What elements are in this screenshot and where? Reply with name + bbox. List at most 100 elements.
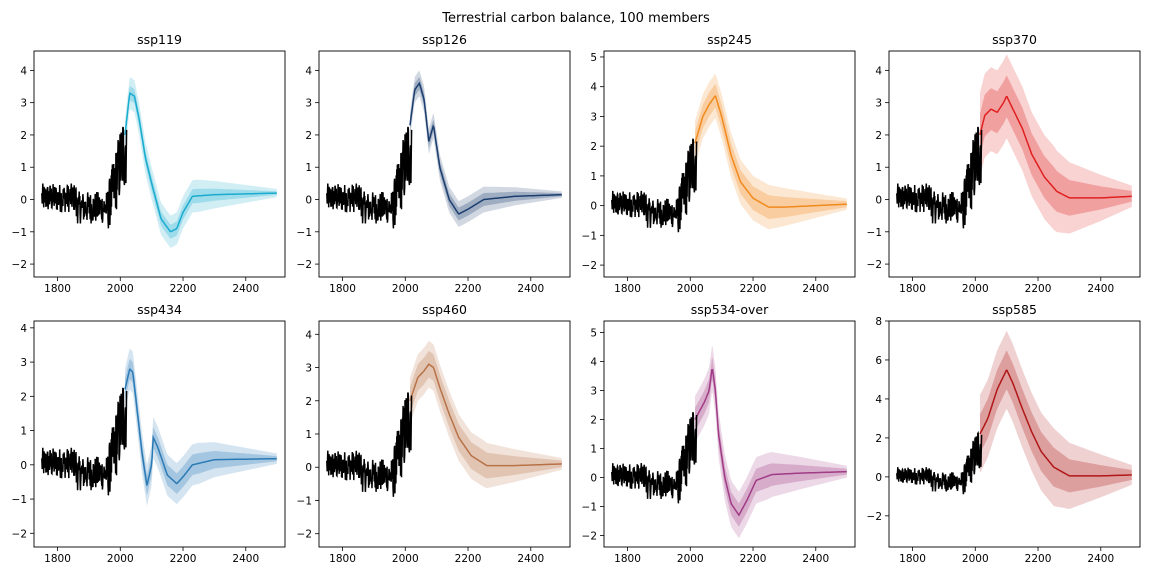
y-tick-label: 0: [875, 472, 882, 484]
y-tick-label: −1: [297, 227, 312, 239]
panel-ssp434: ssp434 1800 2000 2200 2400 −2 −1 0 1 2 3 4: [12, 302, 286, 565]
axes-frame: [33, 320, 286, 548]
x-tick-label: 2000: [107, 283, 134, 295]
y-tick-label: 4: [875, 394, 882, 406]
panel-ssp370: ssp370 1800 2000 2200 2400 −2 −1 0 1 2 3 4: [867, 32, 1141, 295]
x-tick-label: 2000: [392, 553, 419, 565]
panel-title: ssp119: [137, 32, 182, 47]
y-tick-label: −2: [582, 260, 597, 272]
y-tick-label: −1: [582, 501, 597, 513]
panel-ssp245: ssp245 1800 2000 2200 2400 −2 −1 0 1 2 3 4 5: [582, 32, 856, 295]
y-tick-label: −2: [12, 528, 27, 540]
y-tick-label: −2: [867, 259, 882, 271]
x-tick-label: 2200: [1025, 553, 1052, 565]
ensemble-band-inner: [980, 350, 1132, 493]
y-tick-label: −2: [297, 529, 312, 541]
x-tick-label: 2400: [232, 283, 259, 295]
y-tick-label: −2: [12, 259, 27, 271]
x-tick-label: 1800: [329, 283, 356, 295]
y-tick-label: 2: [590, 141, 597, 153]
x-tick-label: 2000: [677, 283, 704, 295]
y-tick-label: 4: [20, 65, 27, 77]
x-tick-label: 1800: [899, 553, 926, 565]
median-line: [124, 91, 277, 233]
y-tick-label: 4: [590, 82, 597, 94]
x-tick-label: 2200: [740, 553, 767, 565]
y-tick-label: 1: [20, 426, 27, 438]
median-line: [694, 95, 847, 208]
y-tick-label: 4: [305, 329, 312, 341]
historical-line: [611, 138, 698, 233]
x-tick-label: 2000: [392, 283, 419, 295]
axes-frame: [603, 320, 856, 548]
panel-ssp585: ssp585 1800 2000 2200 2400 −2 0 2 4 6 8: [867, 302, 1141, 565]
y-tick-label: 3: [590, 111, 597, 123]
x-tick-label: 1800: [614, 553, 641, 565]
ensemble-band-outer: [410, 340, 562, 489]
panel-ssp534-over: ssp534-over 1800 2000 2200 2400 −2 −1 0 1 2 3 4 5: [582, 302, 856, 565]
y-tick-label: 2: [590, 415, 597, 427]
y-tick-label: 2: [305, 130, 312, 142]
median-line: [979, 369, 1132, 477]
y-tick-label: 2: [20, 391, 27, 403]
y-tick-label: −2: [297, 259, 312, 271]
y-tick-label: 3: [305, 363, 312, 375]
y-tick-label: 0: [20, 460, 27, 472]
y-tick-label: 2: [875, 130, 882, 142]
axes-frame: [603, 50, 856, 278]
x-tick-label: 1800: [614, 283, 641, 295]
median-line: [409, 363, 562, 467]
x-tick-label: 2400: [517, 553, 544, 565]
y-tick-label: 0: [305, 195, 312, 207]
y-tick-label: 3: [20, 98, 27, 110]
y-tick-label: −1: [297, 495, 312, 507]
y-tick-label: 1: [875, 162, 882, 174]
median-line: [979, 96, 1132, 199]
y-tick-label: −1: [12, 227, 27, 239]
historical-line: [896, 430, 983, 495]
y-tick-label: 3: [875, 98, 882, 110]
panel-ssp460: ssp460 1800 2000 2200 2400 −2 −1 0 1 2 3 4: [297, 302, 571, 565]
x-tick-label: 1800: [44, 553, 71, 565]
y-tick-label: 4: [875, 65, 882, 77]
axes-frame: [318, 50, 571, 278]
historical-line: [326, 392, 413, 497]
y-tick-label: 1: [590, 171, 597, 183]
x-tick-label: 2200: [170, 553, 197, 565]
ensemble-band-outer: [125, 348, 277, 506]
historical-line: [41, 126, 128, 229]
x-tick-label: 2400: [802, 553, 829, 565]
panel-title: ssp534-over: [691, 302, 769, 317]
x-tick-label: 2200: [1025, 283, 1052, 295]
ensemble-band-outer: [695, 346, 847, 539]
ensemble-band-outer: [695, 73, 847, 230]
median-line: [694, 368, 847, 517]
x-tick-label: 2400: [232, 553, 259, 565]
ensemble-band-outer: [980, 331, 1132, 509]
x-tick-label: 2400: [1087, 553, 1114, 565]
panel-title: ssp370: [992, 32, 1037, 47]
y-tick-label: 0: [875, 195, 882, 207]
panel-ssp126: ssp126 1800 2000 2200 2400 −2 −1 0 1 2 3 4: [297, 32, 571, 295]
x-tick-label: 2200: [455, 553, 482, 565]
panel-title: ssp434: [137, 302, 182, 317]
y-tick-label: −1: [867, 227, 882, 239]
panel-ssp119: ssp119 1800 2000 2200 2400 −2 −1 0 1 2 3 4: [12, 32, 286, 295]
x-tick-label: 2400: [802, 283, 829, 295]
median-line: [409, 81, 562, 215]
x-tick-label: 1800: [899, 283, 926, 295]
x-tick-label: 2000: [107, 553, 134, 565]
y-tick-label: 4: [20, 323, 27, 335]
y-tick-label: 0: [590, 472, 597, 484]
x-tick-label: 2400: [1087, 283, 1114, 295]
x-tick-label: 2400: [517, 283, 544, 295]
historical-line: [326, 126, 413, 229]
y-tick-label: −1: [582, 230, 597, 242]
x-tick-label: 1800: [329, 553, 356, 565]
axes-frame: [33, 50, 286, 278]
y-tick-label: 1: [20, 162, 27, 174]
median-line: [124, 368, 277, 486]
x-tick-label: 2000: [962, 283, 989, 295]
